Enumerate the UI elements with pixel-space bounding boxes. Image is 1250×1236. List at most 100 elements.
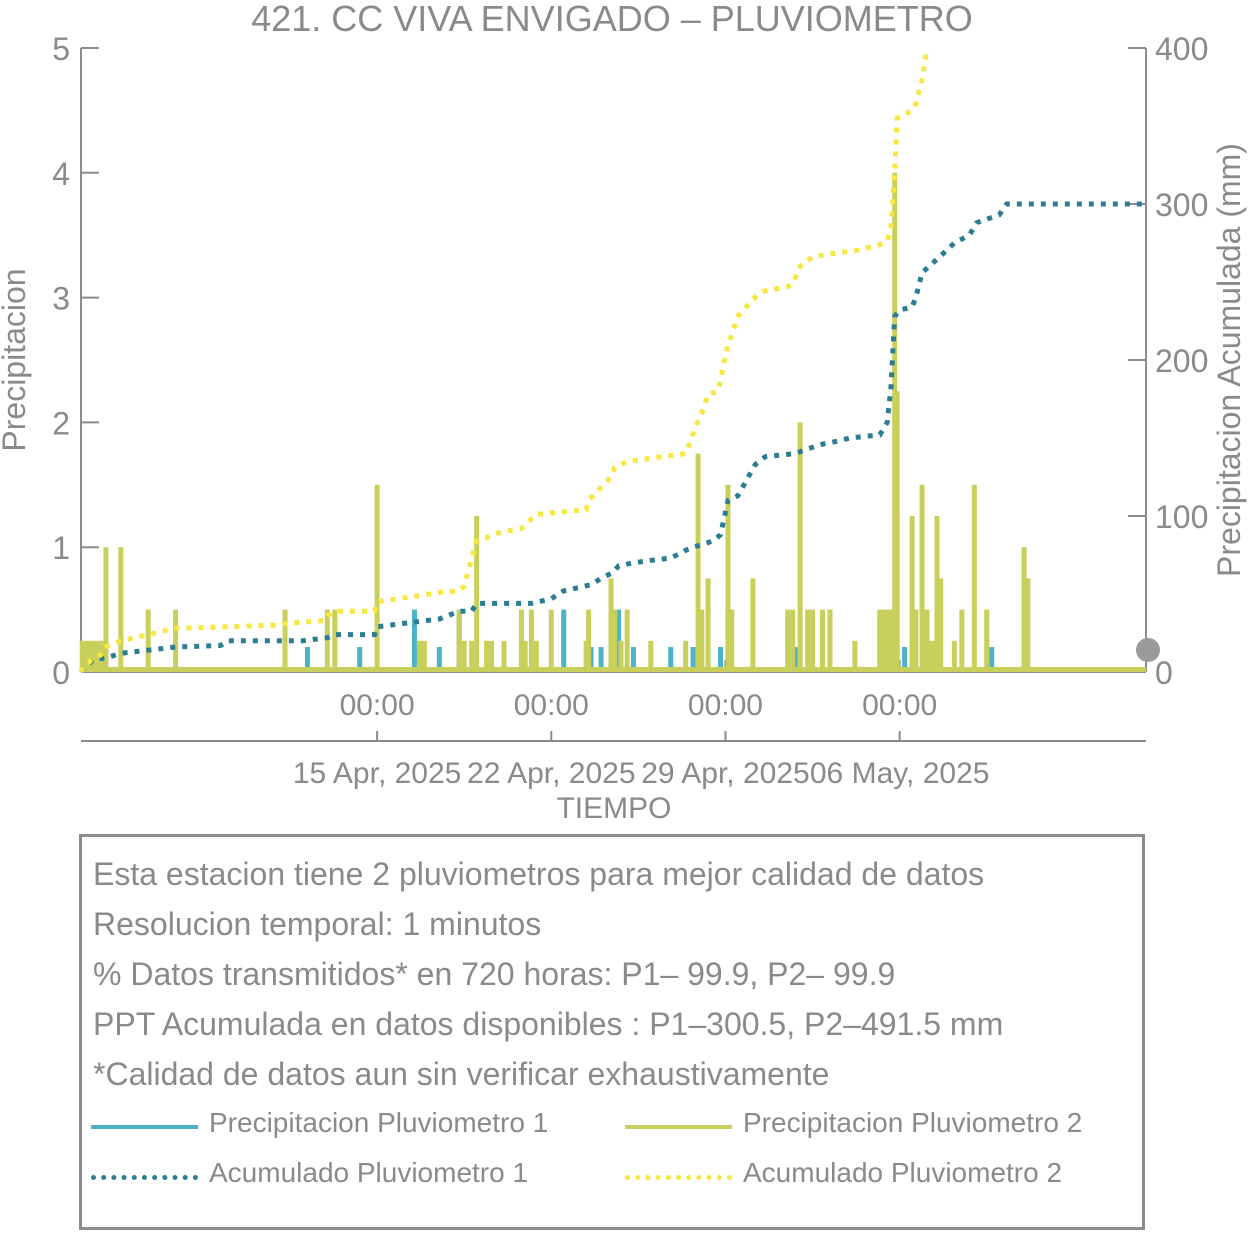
bar-pluviometro-2 bbox=[474, 516, 480, 672]
y-right-tick-label: 0 bbox=[1155, 655, 1173, 691]
legend-swatch-p1 bbox=[91, 1125, 198, 1129]
line-acumulado-pluviometro-2 bbox=[78, 47, 930, 673]
bar-pluviometro-2 bbox=[87, 640, 93, 672]
bar-pluviometro-2 bbox=[919, 484, 925, 672]
line-acumulado-pluviometro-1 bbox=[78, 201, 1146, 674]
bar-pluviometro-2 bbox=[528, 609, 534, 672]
bar-pluviometro-2 bbox=[877, 609, 883, 672]
y-axis-left-label: Precipitacion bbox=[0, 268, 32, 451]
y-left-tick-label: 3 bbox=[52, 281, 70, 317]
bar-pluviometro-2 bbox=[548, 609, 554, 672]
info-line-transmitted: % Datos transmitidos* en 720 horas: P1– … bbox=[93, 956, 896, 992]
bar-pluviometro-2 bbox=[797, 422, 803, 672]
legend-label-p2: Precipitacion Pluviometro 2 bbox=[743, 1107, 1083, 1138]
bar-pluviometro-2 bbox=[683, 640, 689, 672]
bar-pluviometro-2 bbox=[820, 609, 826, 672]
bar-pluviometro-2 bbox=[324, 609, 330, 672]
bar-pluviometro-2 bbox=[501, 640, 507, 672]
bar-pluviometro-2 bbox=[456, 609, 462, 672]
plot-area: 0 1 2 3 4 5 0 100 200 300 400 00:00 15 Apr, 2025 00:0… bbox=[52, 31, 1208, 790]
bar-pluviometro-2 bbox=[913, 609, 919, 672]
bar-pluviometro-2 bbox=[469, 640, 475, 672]
bar-pluviometro-1 bbox=[668, 647, 674, 672]
info-line-accumulated: PPT Acumulada en datos disponibles : P1–… bbox=[93, 1006, 1004, 1042]
end-marker bbox=[1136, 638, 1160, 662]
bar-pluviometro-2 bbox=[145, 609, 151, 672]
bar-pluviometro-1 bbox=[411, 609, 417, 672]
x-tick-date-label: 06 May, 2025 bbox=[810, 757, 990, 790]
y-left-tick-label: 1 bbox=[52, 530, 70, 566]
bar-pluviometro-2 bbox=[1025, 578, 1031, 672]
bar-pluviometro-2 bbox=[118, 547, 124, 672]
bar-pluviometro-2 bbox=[94, 640, 100, 672]
bar-pluviometro-2 bbox=[374, 484, 380, 672]
legend-item-acc1: Acumulado Pluviometro 1 bbox=[91, 1157, 611, 1197]
bar-pluviometro-2 bbox=[984, 609, 990, 672]
bar-pluviometro-2 bbox=[888, 609, 894, 672]
bar-pluviometro-2 bbox=[725, 484, 731, 672]
legend-swatch-acc1 bbox=[91, 1175, 198, 1180]
baseline-pluviometro-2 bbox=[81, 667, 1146, 672]
bar-pluviometro-1 bbox=[717, 647, 723, 672]
bar-pluviometro-2 bbox=[484, 640, 490, 672]
bar-pluviometro-2 bbox=[90, 640, 96, 672]
legend-item-p1: Precipitacion Pluviometro 1 bbox=[91, 1107, 611, 1147]
bar-pluviometro-2 bbox=[461, 640, 467, 672]
bar-pluviometro-2 bbox=[750, 578, 756, 672]
y-axis-right-label: Precipitacion Acumulada (mm) bbox=[1211, 143, 1247, 577]
chart: 421. CC VIVA ENVIGADO – PLUVIOMETRO Prec… bbox=[0, 0, 1247, 825]
x-tick-time-label: 00:00 bbox=[688, 689, 763, 722]
x-tick-time-label: 00:00 bbox=[340, 689, 415, 722]
bar-pluviometro-2 bbox=[608, 578, 614, 672]
bar-pluviometro-2 bbox=[852, 640, 858, 672]
bar-pluviometro-2 bbox=[929, 640, 935, 672]
bar-pluviometro-2 bbox=[790, 609, 796, 672]
y-left-tick-label: 5 bbox=[52, 31, 70, 67]
bar-pluviometro-2 bbox=[729, 609, 735, 672]
legend-item-p2: Precipitacion Pluviometro 2 bbox=[625, 1107, 1145, 1147]
info-line-resolution: Resolucion temporal: 1 minutos bbox=[93, 906, 542, 942]
bar-pluviometro-2 bbox=[612, 609, 618, 672]
x-tick-date-label: 22 Apr, 2025 bbox=[467, 757, 636, 790]
bar-pluviometro-2 bbox=[934, 516, 940, 672]
x-tick-date-label: 15 Apr, 2025 bbox=[293, 757, 462, 790]
y-right-tick-label: 200 bbox=[1155, 343, 1208, 379]
legend-label-acc2: Acumulado Pluviometro 2 bbox=[743, 1157, 1063, 1188]
bar-pluviometro-1 bbox=[436, 647, 442, 672]
bar-pluviometro-2 bbox=[533, 640, 539, 672]
bar-pluviometro-1 bbox=[304, 647, 310, 672]
x-axis-label: TIEMPO bbox=[556, 792, 671, 825]
legend-item-acc2: Acumulado Pluviometro 2 bbox=[625, 1157, 1145, 1197]
legend-swatch-acc2 bbox=[625, 1175, 732, 1180]
bar-pluviometro-2 bbox=[522, 640, 528, 672]
bar-pluviometro-2 bbox=[79, 640, 85, 672]
bar-pluviometro-1 bbox=[630, 647, 636, 672]
bar-pluviometro-2 bbox=[924, 609, 930, 672]
info-box: Esta estacion tiene 2 pluviometros para … bbox=[79, 834, 1145, 1230]
bar-pluviometro-2 bbox=[103, 547, 109, 672]
bar-pluviometro-2 bbox=[624, 609, 630, 672]
legend-label-acc1: Acumulado Pluviometro 1 bbox=[209, 1157, 529, 1188]
y-right-tick-label: 300 bbox=[1155, 187, 1208, 223]
bar-pluviometro-2 bbox=[83, 640, 89, 672]
bar-pluviometro-2 bbox=[489, 640, 495, 672]
y-right-tick-label: 100 bbox=[1155, 499, 1208, 535]
bar-pluviometro-1 bbox=[902, 647, 908, 672]
bar-pluviometro-2 bbox=[416, 640, 422, 672]
bar-pluviometro-2 bbox=[586, 609, 592, 672]
bar-pluviometro-2 bbox=[282, 609, 288, 672]
x-tick-time-label: 00:00 bbox=[514, 689, 589, 722]
info-line-quality-note: *Calidad de datos aun sin verificar exha… bbox=[93, 1056, 830, 1092]
bar-pluviometro-2 bbox=[648, 640, 654, 672]
bar-pluviometro-1 bbox=[598, 647, 604, 672]
y-left-tick-label: 4 bbox=[52, 156, 70, 192]
bar-pluviometro-2 bbox=[894, 391, 900, 672]
bar-pluviometro-1 bbox=[561, 609, 567, 672]
bar-pluviometro-2 bbox=[421, 640, 427, 672]
bar-pluviometro-2 bbox=[618, 640, 624, 672]
x-tick-date-label: 29 Apr, 2025 bbox=[641, 757, 810, 790]
bar-pluviometro-1 bbox=[357, 647, 363, 672]
x-tick-time-label: 00:00 bbox=[862, 689, 937, 722]
y-left-tick-label: 0 bbox=[52, 655, 70, 691]
bar-pluviometro-2 bbox=[884, 609, 890, 672]
